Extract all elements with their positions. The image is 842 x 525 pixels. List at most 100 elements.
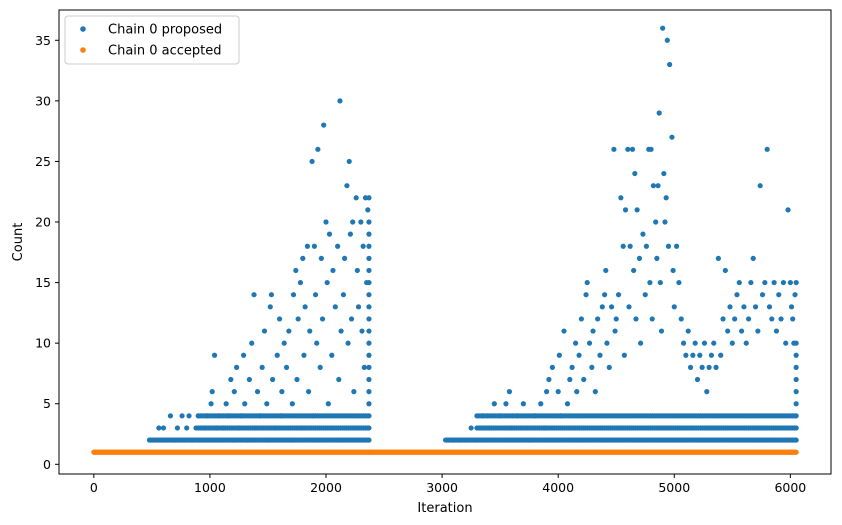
- proposed-point: [251, 292, 257, 298]
- proposed-point: [736, 279, 742, 286]
- proposed-point: [715, 255, 721, 261]
- proposed-point: [711, 340, 717, 346]
- proposed-point: [633, 316, 639, 322]
- proposed-point: [304, 243, 311, 249]
- proposed-point: [366, 328, 372, 334]
- x-tick-label: 1000: [194, 480, 226, 495]
- proposed-point: [595, 316, 601, 322]
- proposed-point: [358, 219, 364, 225]
- proposed-point: [748, 279, 754, 286]
- proposed-point: [655, 183, 661, 189]
- proposed-point: [366, 364, 372, 370]
- proposed-point: [734, 292, 740, 298]
- proposed-point: [692, 340, 698, 346]
- proposed-point: [657, 279, 663, 286]
- proposed-point: [351, 389, 357, 395]
- proposed-point: [759, 292, 766, 298]
- proposed-point: [354, 267, 360, 274]
- proposed-point: [615, 292, 622, 298]
- proposed-point: [727, 304, 733, 310]
- proposed-point: [792, 437, 798, 443]
- proposed-point: [345, 340, 351, 346]
- proposed-point: [791, 413, 798, 419]
- proposed-point: [228, 376, 234, 383]
- proposed-point: [636, 255, 643, 261]
- proposed-point: [279, 389, 285, 395]
- proposed-point: [314, 340, 320, 346]
- proposed-point: [366, 292, 372, 298]
- proposed-point: [300, 255, 306, 261]
- proposed-point: [653, 219, 659, 225]
- proposed-point: [611, 146, 617, 152]
- proposed-point: [267, 304, 273, 310]
- proposed-point: [793, 279, 799, 286]
- proposed-point: [647, 279, 653, 286]
- proposed-point: [649, 316, 655, 322]
- proposed-point: [321, 122, 327, 128]
- proposed-point: [174, 425, 181, 431]
- proposed-point: [627, 243, 633, 249]
- proposed-point: [661, 170, 667, 177]
- proposed-point: [618, 195, 624, 201]
- proposed-point: [706, 364, 712, 370]
- proposed-point: [678, 316, 684, 322]
- proposed-point: [318, 255, 324, 261]
- proposed-point: [725, 328, 731, 334]
- proposed-point: [739, 328, 745, 334]
- proposed-point: [757, 183, 763, 189]
- legend: Chain 0 proposed Chain 0 accepted: [64, 15, 240, 65]
- y-tick-label: 15: [35, 275, 51, 290]
- proposed-point: [667, 61, 673, 68]
- proposed-point: [366, 376, 372, 383]
- proposed-point: [268, 292, 275, 298]
- proposed-point: [722, 267, 728, 274]
- proposed-point: [671, 304, 677, 310]
- proposed-point: [589, 364, 595, 370]
- proposed-point: [634, 207, 640, 213]
- proposed-point: [745, 316, 752, 322]
- proposed-point: [662, 219, 668, 225]
- proposed-point: [341, 255, 348, 261]
- proposed-point: [583, 292, 589, 298]
- proposed-point: [584, 279, 590, 286]
- proposed-point: [778, 316, 784, 322]
- proposed-point: [704, 389, 710, 395]
- proposed-point: [631, 267, 637, 274]
- proposed-point: [309, 158, 315, 165]
- proposed-point: [344, 183, 350, 189]
- proposed-point: [732, 316, 738, 322]
- legend-marker-proposed: [80, 26, 86, 32]
- proposed-point: [223, 401, 229, 407]
- y-tick-label: 35: [35, 33, 51, 48]
- proposed-point: [347, 231, 353, 237]
- proposed-point: [561, 328, 567, 334]
- proposed-point: [355, 304, 362, 310]
- y-tick-label: 10: [35, 336, 51, 351]
- proposed-point: [638, 340, 644, 346]
- proposed-point: [766, 304, 773, 310]
- proposed-point: [793, 376, 799, 383]
- proposed-point: [295, 316, 301, 322]
- proposed-point: [606, 364, 612, 370]
- proposed-point: [301, 352, 307, 358]
- proposed-point: [680, 340, 687, 346]
- y-tick-label: 30: [35, 93, 51, 108]
- proposed-point: [654, 255, 660, 261]
- proposed-point: [317, 364, 323, 370]
- proposed-point: [208, 401, 214, 407]
- proposed-point: [366, 243, 372, 249]
- x-tick-label: 2000: [310, 480, 342, 495]
- proposed-point: [209, 389, 215, 395]
- proposed-point: [549, 364, 555, 370]
- proposed-point: [764, 146, 770, 152]
- proposed-point: [361, 364, 367, 370]
- proposed-point: [156, 425, 162, 431]
- proposed-point: [503, 401, 509, 407]
- proposed-point: [762, 279, 768, 286]
- proposed-point: [569, 364, 575, 370]
- proposed-point: [350, 219, 356, 225]
- x-tick-label: 4000: [542, 480, 574, 495]
- proposed-point: [167, 413, 174, 419]
- x-axis: 0 1000 2000 3000 4000 5000 6000: [90, 474, 806, 495]
- proposed-point: [663, 195, 669, 201]
